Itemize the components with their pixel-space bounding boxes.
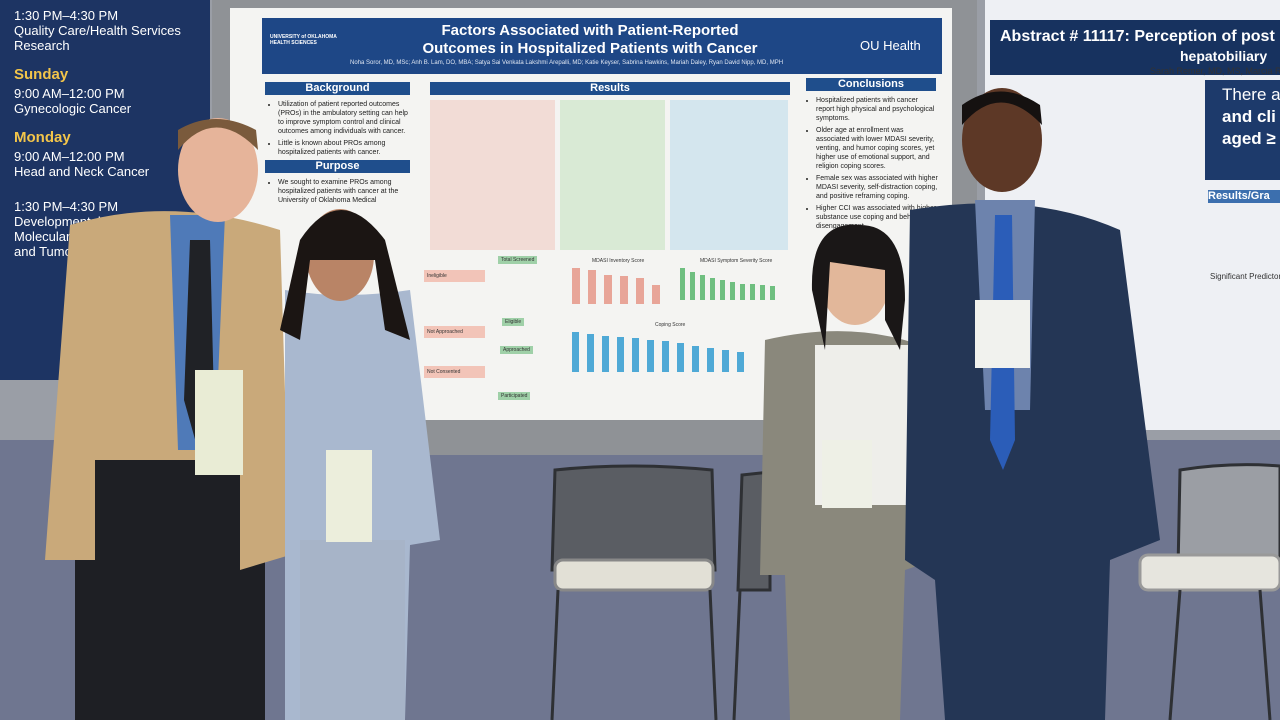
section-heading: Conclusions: [806, 78, 936, 91]
callout-line: and cli: [1222, 107, 1276, 126]
right-authors: Sarah Remer, MD, MS, Marcia Ru: [1150, 66, 1280, 76]
title-line: Factors Associated with Patient-Reported: [441, 22, 739, 39]
flow-box: Not Consented: [424, 366, 485, 378]
callout-line: There a: [1222, 85, 1280, 104]
results-table: [670, 100, 788, 250]
right-title: Abstract # 11117: Perception of post: [1000, 28, 1275, 45]
time: 1:30 PM–4:30 PM: [14, 8, 119, 23]
bullet: We sought to examine PROs among hospital…: [278, 178, 408, 205]
results-table: [430, 100, 555, 250]
session: and Tumo: [14, 244, 72, 259]
chair: [550, 464, 718, 720]
flow-box: Ineligible: [424, 270, 485, 282]
person: [760, 224, 935, 720]
bullet: Hospitalized patients with cancer report…: [816, 96, 938, 123]
person: [45, 118, 290, 720]
poster-header: [262, 18, 942, 74]
schedule-sign-text: 1:30 PM–4:30 PM Quality Care/Health Serv…: [14, 8, 204, 259]
right-heading: Results/Gra: [1208, 190, 1280, 203]
section-heading: Results: [430, 82, 790, 95]
flow-box: Approached: [500, 346, 533, 354]
chart-bars: [572, 268, 775, 372]
poster-title: Factors Associated with Patient-Reported…: [330, 22, 850, 58]
right-callout-text: There a and cli aged ≥: [1222, 84, 1280, 150]
results-table: [560, 100, 665, 250]
section-body: We sought to examine PROs among hospital…: [268, 178, 408, 208]
session: Head and Neck Cancer: [14, 164, 150, 179]
callout-line: aged ≥: [1222, 129, 1276, 148]
session: Quality Care/Health Services Research: [14, 23, 181, 53]
section-body: Utilization of patient reported outcomes…: [268, 100, 408, 160]
chart-title: MDASI Symptom Severity Score: [700, 258, 773, 264]
time: 9:00 AM–12:00 PM: [14, 149, 125, 164]
flow-box: Eligible: [502, 318, 525, 326]
title-line: Outcomes in Hospitalized Patients with C…: [422, 40, 758, 57]
session: Gynecologic Cancer: [14, 101, 132, 116]
time: 1:30 PM–4:30 PM: [14, 199, 119, 214]
bullet: Female sex was associated with higher MD…: [816, 174, 938, 201]
section-heading: Background: [265, 82, 410, 95]
flow-box: Total Screened: [498, 256, 538, 264]
chart-title: Coping Score: [655, 322, 686, 328]
chart-title: MDASI Inventory Score: [592, 258, 645, 264]
person: [280, 209, 440, 720]
institution: UNIVERSITY of OKLAHOMA HEALTH SCIENCES: [270, 34, 337, 46]
right-title: hepatobiliary: [1180, 48, 1268, 64]
flow-box: Participated: [498, 392, 531, 400]
person: [905, 88, 1160, 720]
day: Sunday: [14, 66, 69, 83]
right-poster-header: [990, 20, 1280, 75]
right-table-heading: Significant Predictors: [1210, 272, 1280, 281]
brand: OU Health: [860, 38, 921, 53]
chair: [1138, 463, 1280, 720]
authors: Noha Soror, MD, MSc; Anh B. Lam, DO, MBA…: [350, 60, 784, 66]
section-heading: Purpose: [265, 160, 410, 173]
right-callout: [1205, 80, 1280, 180]
flow-box: Not Approached: [424, 326, 485, 338]
bullet: Older age at enrollment was associated w…: [816, 126, 938, 171]
bullet: Little is known about PROs among hospita…: [278, 139, 408, 157]
section-body: Hospitalized patients with cancer report…: [806, 96, 938, 234]
day: Monday: [14, 129, 71, 146]
bullet: Utilization of patient reported outcomes…: [278, 100, 408, 136]
time: 9:00 AM–12:00 PM: [14, 86, 125, 101]
